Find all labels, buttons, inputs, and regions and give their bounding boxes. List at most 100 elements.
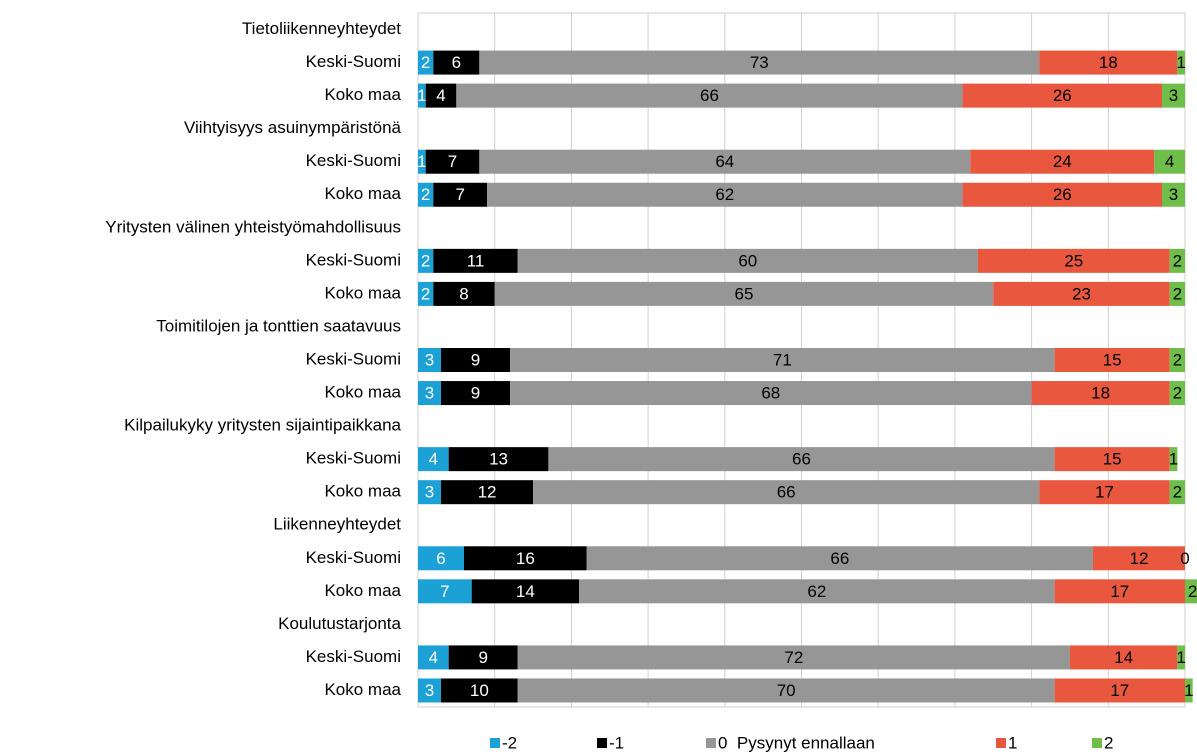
bar-segment [1169, 381, 1185, 406]
y-tick-label: Koko maa [324, 283, 401, 302]
legend-label: -1 [609, 733, 624, 752]
data-label: 25 [1064, 251, 1083, 270]
bar-segment [433, 248, 518, 273]
y-tick-label: Koko maa [324, 85, 401, 104]
data-label: 7 [455, 185, 464, 204]
data-label: 66 [830, 549, 849, 568]
data-label: 2 [421, 284, 430, 303]
bar-segment [433, 50, 480, 75]
data-label: 68 [761, 384, 780, 403]
bar-segment [456, 83, 963, 108]
bar-segment [1177, 50, 1185, 75]
data-label: 70 [777, 681, 796, 700]
bar-segment [433, 281, 495, 306]
data-label: 13 [489, 450, 508, 469]
bar-segment [441, 480, 534, 505]
data-label: 23 [1072, 284, 1091, 303]
data-label: 9 [471, 350, 480, 369]
bar-segment [579, 579, 1055, 604]
data-label: 3 [1169, 185, 1178, 204]
y-tick-label: Viihtyisyys asuinympäristönä [184, 118, 402, 137]
legend-swatch [1092, 738, 1102, 748]
data-label: 10 [470, 681, 489, 700]
data-label: 9 [478, 648, 487, 667]
legend-label: 1 [1008, 733, 1017, 752]
bar-segment [418, 149, 426, 174]
y-tick-label: Koko maa [324, 581, 401, 600]
bar-segment [1169, 447, 1178, 472]
data-label: 62 [715, 185, 734, 204]
y-tick-label: Keski-Suomi [306, 647, 401, 666]
bar-segment [1169, 480, 1185, 505]
legend-swatch [706, 738, 716, 748]
bar-segment [586, 546, 1093, 571]
bar-segment [962, 182, 1162, 207]
bar-segment [418, 248, 434, 273]
y-tick-label: Keski-Suomi [306, 52, 401, 71]
data-label: 26 [1053, 86, 1072, 105]
data-label: 1 [417, 152, 426, 171]
data-label: 14 [1114, 648, 1133, 667]
y-tick-label: Koko maa [324, 680, 401, 699]
y-tick-label: Liikenneyhteydet [273, 515, 401, 534]
data-label: 3 [425, 350, 434, 369]
bar-segment [418, 645, 449, 670]
data-label: 3 [425, 681, 434, 700]
y-tick-label: Keski-Suomi [306, 548, 401, 567]
data-label: 8 [459, 284, 468, 303]
bar-segment [993, 281, 1170, 306]
bar-segment [418, 182, 434, 207]
legend-label: -2 [502, 733, 517, 752]
data-label: 7 [440, 582, 449, 601]
data-label: 6 [436, 549, 445, 568]
data-label: 26 [1053, 185, 1072, 204]
bar-segment [448, 645, 518, 670]
legend-label: 2 [1104, 733, 1113, 752]
data-label: 66 [700, 86, 719, 105]
data-label: 1 [1176, 53, 1185, 72]
y-tick-label: Toimitilojen ja tonttien saatavuus [156, 316, 401, 335]
bar-segment [1054, 348, 1170, 372]
bar-segment [418, 480, 442, 505]
bar-segment [1054, 447, 1170, 472]
bar-segment [1054, 678, 1185, 703]
legend-swatch [996, 738, 1006, 748]
bar-segment [418, 447, 449, 472]
bar-segment [418, 546, 465, 571]
data-label: 12 [1130, 549, 1149, 568]
data-label: 66 [777, 483, 796, 502]
data-label: 24 [1053, 152, 1072, 171]
data-label: 18 [1099, 53, 1118, 72]
data-label: 2 [1173, 284, 1182, 303]
bar-segment [479, 50, 1040, 75]
bar-segment [471, 579, 580, 604]
bar-segment [1069, 645, 1178, 670]
bar-segment [1169, 348, 1185, 372]
bar-segment [548, 447, 1055, 472]
data-label: 3 [425, 483, 434, 502]
y-tick-label: Keski-Suomi [306, 250, 401, 269]
data-label: 17 [1095, 483, 1114, 502]
bar-segment [418, 281, 434, 306]
y-tick-label: Kilpailukyky yritysten sijaintipaikkana [124, 416, 401, 435]
bar-segment [418, 678, 442, 703]
bar-segment [1185, 678, 1193, 703]
bar-segment [1031, 381, 1170, 406]
bar-segment [441, 678, 518, 703]
data-label: 0 [1180, 549, 1189, 568]
bar-segment [1169, 248, 1185, 273]
data-label: 1 [1169, 450, 1178, 469]
y-tick-label: Keski-Suomi [306, 449, 401, 468]
data-label: 14 [516, 582, 535, 601]
legend-swatch [490, 738, 500, 748]
data-label: 17 [1110, 582, 1129, 601]
data-label: 2 [1173, 350, 1182, 369]
bar-segment [433, 182, 488, 207]
data-label: 4 [429, 648, 438, 667]
data-label: 11 [467, 251, 485, 270]
data-label: 73 [750, 53, 769, 72]
bar-segment [1161, 83, 1185, 108]
data-label: 66 [792, 450, 811, 469]
data-label: 4 [1165, 152, 1174, 171]
